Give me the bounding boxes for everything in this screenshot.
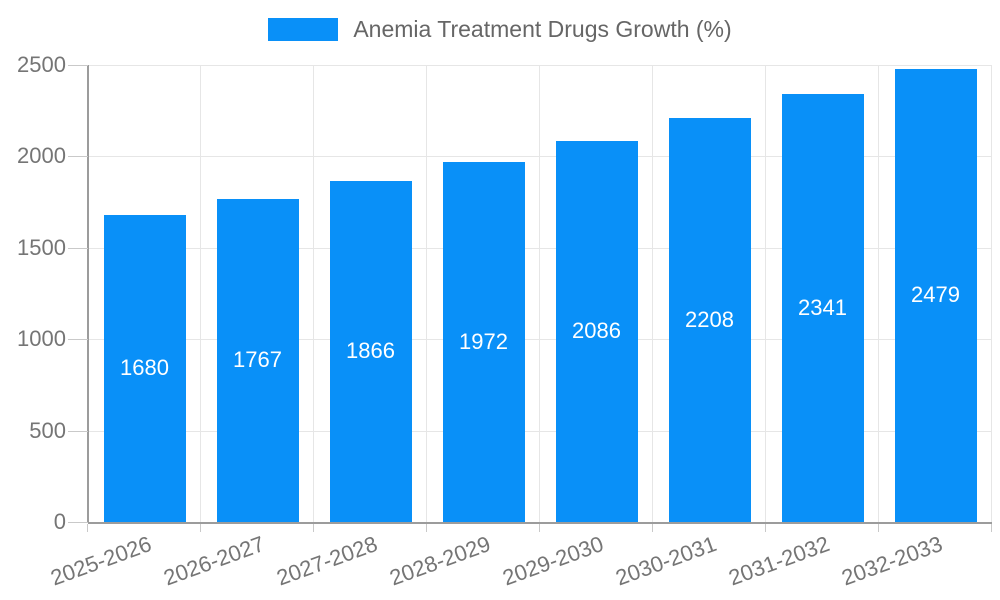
v-gridline <box>878 65 879 522</box>
x-axis-line <box>88 522 992 524</box>
y-tick-label: 2500 <box>17 52 66 77</box>
y-tick-mark <box>68 430 88 432</box>
y-tick-mark <box>68 339 88 341</box>
h-gridline <box>88 430 992 432</box>
y-tick-label: 1500 <box>17 234 66 260</box>
x-tick-label: 2030-2031 <box>612 531 721 591</box>
x-tick-label: 2029-2030 <box>499 531 608 591</box>
x-tick-label: 2032-2033 <box>838 531 947 591</box>
bar-value-label: 2208 <box>685 307 734 333</box>
plot-area: 1680 1767 1866 1972 2086 2208 2341 2479 <box>88 65 992 522</box>
v-gridline <box>426 65 427 522</box>
x-tick-label: 2031-2032 <box>725 531 834 591</box>
bar-value-label: 2479 <box>911 282 960 308</box>
x-tick-mark <box>765 524 766 532</box>
bar-value-label: 1767 <box>233 347 282 373</box>
h-gridline <box>88 156 992 158</box>
bar-2026-2027: 1767 <box>216 198 299 522</box>
legend-label: Anemia Treatment Drugs Growth (%) <box>353 16 732 42</box>
v-gridline <box>765 65 766 522</box>
h-gridline <box>88 65 992 66</box>
bar-2025-2026: 1680 <box>103 214 186 522</box>
x-tick-mark <box>991 524 992 532</box>
x-tick-mark <box>200 524 201 532</box>
bar-2031-2032: 2341 <box>781 94 864 522</box>
y-tick-mark <box>68 65 88 66</box>
bar-2029-2030: 2086 <box>555 140 638 522</box>
bar-2028-2029: 1972 <box>442 161 525 522</box>
bar-value-label: 2341 <box>798 295 847 321</box>
h-gridline <box>88 247 992 249</box>
v-gridline <box>991 65 992 522</box>
y-tick-mark <box>68 522 88 523</box>
h-gridline <box>88 339 992 341</box>
y-tick-label: 2000 <box>17 143 66 169</box>
x-tick-mark <box>87 524 88 532</box>
bar-2032-2033: 2479 <box>894 68 977 522</box>
x-tick-label: 2025-2026 <box>47 531 156 591</box>
v-gridline <box>200 65 201 522</box>
v-gridline <box>313 65 314 522</box>
x-tick-label: 2028-2029 <box>386 531 495 591</box>
y-tick-label: 1000 <box>17 326 66 352</box>
chart-legend: Anemia Treatment Drugs Growth (%) <box>0 16 1000 43</box>
v-gridline <box>539 65 540 522</box>
bar-2027-2028: 1866 <box>329 180 412 522</box>
y-tick-label: 0 <box>53 509 66 534</box>
bar-value-label: 1866 <box>346 338 395 364</box>
legend-swatch <box>268 18 339 41</box>
v-gridline <box>652 65 653 522</box>
y-tick-mark <box>68 156 88 158</box>
bar-2030-2031: 2208 <box>668 118 751 522</box>
x-tick-mark <box>313 524 314 532</box>
bar-value-label: 1972 <box>459 328 508 354</box>
bar-value-label: 1680 <box>120 355 169 381</box>
y-axis-line <box>87 65 89 523</box>
x-tick-label: 2026-2027 <box>160 531 269 591</box>
x-tick-label: 2027-2028 <box>273 531 382 591</box>
x-tick-mark <box>878 524 879 532</box>
x-tick-mark <box>539 524 540 532</box>
y-tick-mark <box>68 247 88 249</box>
x-tick-mark <box>652 524 653 532</box>
x-tick-mark <box>426 524 427 532</box>
y-tick-label: 500 <box>29 417 66 443</box>
bar-value-label: 2086 <box>572 318 621 344</box>
